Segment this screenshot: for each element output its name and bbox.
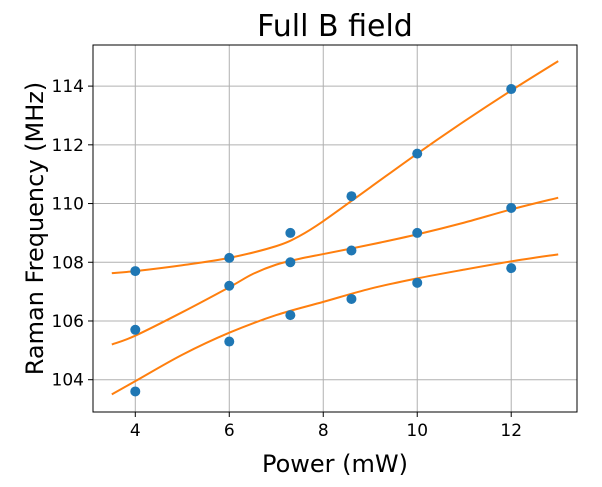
chart-title: Full B field bbox=[257, 9, 413, 44]
y-tick-label: 110 bbox=[52, 195, 84, 215]
y-axis-label: Raman Frequency (MHz) bbox=[21, 82, 49, 375]
data-points bbox=[130, 84, 517, 397]
y-tick-label: 108 bbox=[52, 253, 84, 273]
x-tick-label: 10 bbox=[406, 421, 428, 441]
data-point bbox=[130, 324, 141, 335]
fit-curve bbox=[111, 196, 559, 346]
data-point bbox=[412, 277, 423, 288]
data-point bbox=[506, 263, 517, 274]
data-point bbox=[346, 293, 357, 304]
x-tick-label: 4 bbox=[130, 421, 141, 441]
data-point bbox=[346, 245, 357, 256]
data-point bbox=[506, 202, 517, 213]
plot-frame bbox=[92, 44, 578, 413]
data-point bbox=[285, 310, 296, 321]
x-tick-label: 6 bbox=[224, 421, 235, 441]
data-point bbox=[412, 227, 423, 238]
data-point bbox=[224, 280, 235, 291]
data-point bbox=[224, 252, 235, 263]
fit-curves bbox=[111, 60, 559, 396]
data-point bbox=[506, 84, 517, 95]
data-point bbox=[346, 191, 357, 202]
grid-lines bbox=[93, 45, 577, 412]
y-tick-label: 106 bbox=[52, 312, 84, 332]
x-tick-label: 12 bbox=[500, 421, 522, 441]
y-tick-label: 114 bbox=[52, 77, 84, 97]
fit-curve bbox=[111, 60, 559, 275]
data-point bbox=[412, 148, 423, 159]
x-axis-label: Power (mW) bbox=[262, 450, 408, 478]
x-tick-label: 8 bbox=[318, 421, 329, 441]
data-point bbox=[285, 227, 296, 238]
data-point bbox=[224, 336, 235, 347]
data-point bbox=[285, 257, 296, 268]
y-tick-label: 104 bbox=[52, 371, 84, 391]
axis-ticks: 4 6 8 10 12 104 106 108 110 112 114 bbox=[52, 77, 522, 441]
data-point bbox=[130, 266, 141, 277]
fit-curve bbox=[111, 253, 559, 396]
data-point bbox=[130, 386, 141, 397]
y-tick-label: 112 bbox=[52, 136, 84, 156]
